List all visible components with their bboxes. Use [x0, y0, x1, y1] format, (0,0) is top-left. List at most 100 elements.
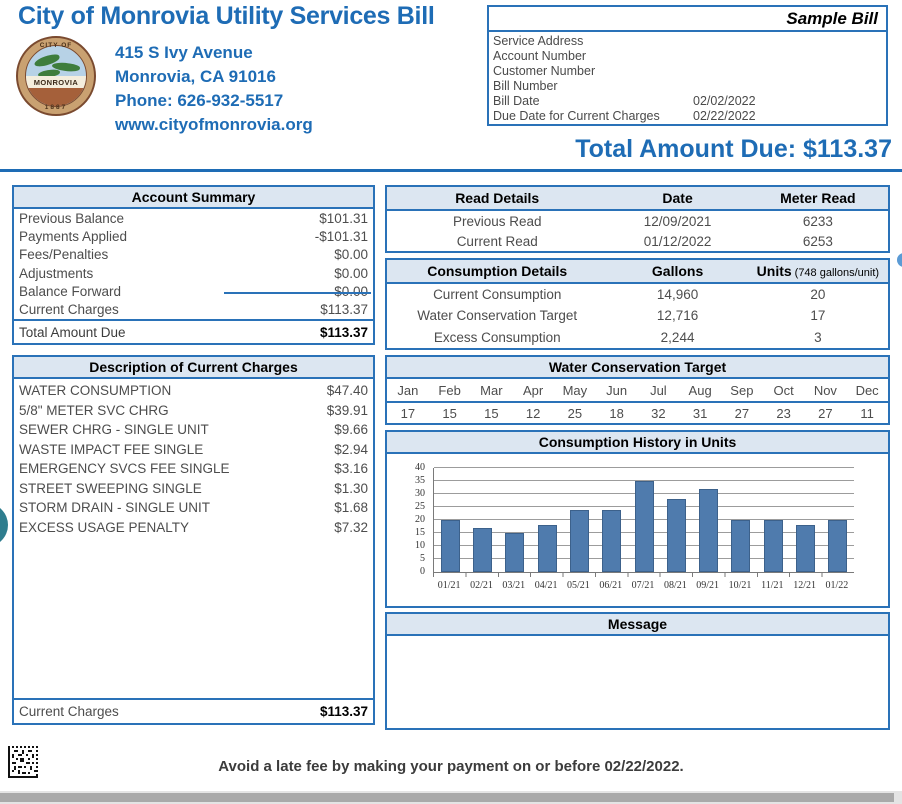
consumption-bar [537, 525, 557, 572]
charge-row: EMERGENCY SVCS FEE SINGLE $3.16 [14, 459, 373, 479]
phone-number: Phone: 626-932-5517 [115, 91, 284, 110]
website-link[interactable]: www.cityofmonrovia.org [115, 115, 313, 134]
y-axis-tick-label: 40 [415, 462, 425, 473]
charges-list: WATER CONSUMPTION $47.40 5/8" METER SVC … [14, 379, 373, 698]
bar-slot [596, 468, 628, 572]
x-axis-tick-label: 05/21 [567, 580, 590, 591]
consumption-bar [731, 520, 751, 572]
gridline [434, 467, 854, 468]
consumption-bar [569, 509, 589, 572]
read-details-header: Read Details Date Meter Read [387, 187, 888, 211]
due-date-value: 02/22/2022 [693, 108, 756, 123]
x-axis-tick-label: 08/21 [663, 580, 687, 591]
bill-info-label: Due Date for Current Charges [493, 108, 660, 123]
charge-row: SEWER CHRG - SINGLE UNIT $9.66 [14, 420, 373, 440]
charge-amount: $9.66 [334, 422, 368, 438]
account-summary-box: Account Summary Previous Balance $101.31 … [12, 185, 375, 345]
y-axis-tick-label: 35 [415, 475, 425, 486]
wct-value: 15 [484, 405, 499, 421]
wct-value-row: 17 15 15 12 25 18 32 31 27 23 27 11 [387, 403, 888, 423]
consumption-bar [796, 525, 816, 572]
wct-value: 32 [651, 405, 666, 421]
read-details-rows: Previous Read 12/09/2021 6233 Current Re… [387, 211, 888, 251]
bar-slot [628, 468, 660, 572]
charge-label: STREET SWEEPING SINGLE [19, 480, 202, 496]
horizontal-scrollbar-thumb[interactable] [0, 793, 894, 802]
address-line-1: 415 S Ivy Avenue [115, 43, 253, 62]
datamatrix-barcode-icon [8, 746, 38, 778]
wct-value: 12 [525, 405, 541, 421]
x-axis-tick-label: 01/22 [825, 580, 849, 591]
wct-month: Dec [855, 382, 879, 398]
x-axis-tick-label: 07/21 [631, 580, 655, 591]
consumption-chart-xlabels: 01/21 02/21 03/21 04/21 05/21 06/21 07/21 08/21… [433, 580, 853, 591]
account-summary-rows: Previous Balance $101.31 Payments Applied… [14, 209, 373, 319]
y-axis-tick-label: 15 [415, 527, 425, 538]
water-conservation-target-title: Water Conservation Target [387, 357, 888, 379]
bill-info-label: Service Address [493, 34, 584, 49]
summary-row: Payments Applied -$101.31 [19, 228, 368, 244]
y-axis-tick-label: 20 [415, 514, 425, 525]
bill-info-rows: Service Address Account Number Customer … [489, 32, 886, 124]
summary-row: Previous Balance $101.31 [19, 210, 368, 226]
consumption-bar [828, 520, 848, 572]
charge-label: SEWER CHRG - SINGLE UNIT [19, 422, 209, 438]
wct-value: 31 [692, 405, 708, 421]
charge-label: 5/8" METER SVC CHRG [19, 402, 169, 418]
wct-month: Jun [606, 382, 628, 398]
x-axis-tick-label: 12/21 [793, 580, 816, 591]
summary-row: Current Charges $113.37 [19, 302, 368, 318]
charge-amount: $1.30 [334, 480, 368, 496]
read-details-row: Current Read 01/12/2022 6253 [456, 233, 833, 249]
wct-value: 27 [734, 405, 750, 421]
wct-month: Apr [523, 382, 544, 398]
address-line-2: Monrovia, CA 91016 [115, 67, 276, 86]
wct-value: 11 [860, 405, 874, 421]
bill-info-label: Bill Number [493, 78, 558, 93]
y-axis-tick-label: 10 [415, 540, 425, 551]
bar-slot [822, 468, 854, 572]
account-summary-title: Account Summary [14, 187, 373, 209]
message-box: Message [385, 612, 890, 730]
charge-row: EXCESS USAGE PENALTY $7.32 [14, 518, 373, 538]
charge-row: WASTE IMPACT FEE SINGLE $2.94 [14, 440, 373, 460]
x-axis-tick-label: 09/21 [696, 580, 720, 591]
wct-month: Sep [730, 382, 754, 398]
bill-info-row: Bill Number [493, 78, 886, 93]
consumption-chart-plot [433, 467, 854, 573]
x-axis-tick-label: 11/21 [761, 580, 784, 591]
right-edge-circle [897, 253, 902, 267]
page-title: City of Monrovia Utility Services Bill [18, 2, 435, 30]
wct-value: 23 [776, 405, 791, 421]
charge-label: EMERGENCY SVCS FEE SINGLE [19, 461, 230, 477]
charge-row: WATER CONSUMPTION $47.40 [14, 381, 373, 401]
consumption-bar [699, 488, 719, 572]
header-divider [0, 169, 902, 172]
left-edge-circle [0, 503, 8, 547]
wct-value: 25 [567, 405, 583, 421]
consumption-details-row: Excess Consumption 2,244 3 [433, 329, 822, 345]
bill-info-label: Customer Number [493, 64, 596, 79]
charge-label: STORM DRAIN - SINGLE UNIT [19, 500, 211, 516]
bill-info-label: Bill Date [493, 93, 540, 108]
consumption-bar [505, 533, 525, 572]
gridline [434, 480, 854, 481]
charge-amount: $39.91 [326, 402, 368, 418]
header-contact-block: 415 S Ivy Avenue Monrovia, CA 91016 Phon… [115, 41, 313, 137]
late-fee-notice: Avoid a late fee by making your payment … [218, 758, 684, 775]
message-body [387, 636, 888, 728]
bar-slot [660, 468, 692, 572]
bar-slot [693, 468, 725, 572]
bar-slot [499, 468, 531, 572]
bill-info-row: Customer Number [493, 64, 886, 79]
horizontal-scrollbar-track[interactable] [0, 791, 902, 804]
bill-info-row: Due Date for Current Charges 02/22/2022 [493, 108, 886, 123]
wct-value: 27 [818, 405, 833, 421]
charge-label: WASTE IMPACT FEE SINGLE [19, 441, 204, 457]
x-axis-tick-label: 03/21 [502, 580, 526, 591]
charge-row: STREET SWEEPING SINGLE $1.30 [14, 479, 373, 499]
wct-month-row: Jan Feb Mar Apr May Jun Jul Aug Sep Oct Nov Dec [387, 379, 888, 403]
summary-total-row: Total Amount Due $113.37 [14, 319, 373, 343]
city-seal-logo: MONROVIA CITY OF 1887 [16, 36, 96, 116]
read-details-row: Previous Read 12/09/2021 6233 [452, 213, 833, 229]
